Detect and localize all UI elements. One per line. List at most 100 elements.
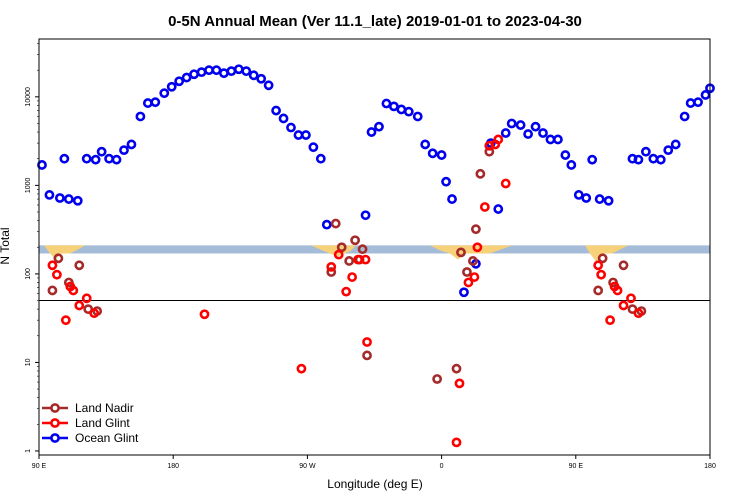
y-tick-label: 100 <box>25 268 32 280</box>
ocean-glint-point <box>63 194 74 204</box>
ocean-glint-point <box>81 153 92 164</box>
ocean-glint-point <box>72 195 83 206</box>
ocean-glint-point <box>104 153 114 164</box>
ocean-glint-point <box>111 154 122 165</box>
land-nadir-point <box>47 285 58 296</box>
land-nadir-point <box>593 285 604 296</box>
ocean-glint-point <box>655 154 666 165</box>
x-tick-label: 90 E <box>32 463 47 470</box>
ocean-glint-point <box>388 101 399 112</box>
ocean-glint-point <box>412 111 423 122</box>
ocean-glint-point <box>256 73 267 84</box>
ocean-glint-point <box>119 145 129 156</box>
land-band <box>39 245 710 262</box>
ocean-glint-point <box>648 153 659 164</box>
land-glint-point <box>81 293 92 304</box>
ocean-glint-point <box>166 81 177 92</box>
land-glint-point <box>479 202 490 212</box>
land-glint-point <box>326 261 337 272</box>
land-nadir-point <box>326 267 337 277</box>
chart-title: 0-5N Annual Mean (Ver 11.1_late) 2019-01… <box>168 13 582 30</box>
land-nadir-point <box>468 256 478 266</box>
land-glint-point <box>341 286 352 297</box>
ocean-glint-point <box>493 204 504 214</box>
land-nadir-point <box>432 374 443 384</box>
ocean-glint-point <box>663 145 674 156</box>
ocean-glint-point <box>420 139 431 150</box>
y-tick-label: 1000 <box>25 177 32 193</box>
land-glint-point <box>626 293 636 304</box>
land-nadir-point <box>462 267 472 277</box>
ocean-glint-point <box>248 70 259 81</box>
land-glint-point <box>60 315 71 326</box>
ocean-glint-point <box>506 118 517 129</box>
ocean-glint-point <box>321 219 332 230</box>
data-points <box>37 64 715 448</box>
ocean-glint-point <box>54 193 65 203</box>
land-nadir-point <box>74 260 85 271</box>
ocean-glint-point <box>233 64 244 75</box>
land-nadir-point <box>451 363 462 374</box>
ocean-glint-point <box>403 106 414 117</box>
land-glint-point <box>593 260 604 271</box>
land-nadir-point <box>357 244 368 255</box>
ocean-glint-point <box>204 65 214 76</box>
ocean-glint-point <box>360 210 371 221</box>
ocean-glint-point <box>693 97 703 108</box>
ocean-glint-point <box>196 67 207 78</box>
land-nadir-point <box>350 235 361 246</box>
legend-marker-land-nadir <box>50 403 60 413</box>
ocean-glint-point <box>211 65 222 76</box>
land-glint-point <box>472 242 483 253</box>
x-tick-label: 0 <box>440 463 444 470</box>
ocean-glint-point <box>174 76 185 87</box>
land-glint-point <box>454 378 465 389</box>
land-nadir-point <box>330 218 341 229</box>
ocean-glint-point <box>538 128 548 138</box>
x-axis-label: Longitude (deg E) <box>327 477 422 491</box>
land-glint-point <box>362 337 372 347</box>
ocean-glint-point <box>427 148 438 159</box>
x-tick-label: 180 <box>704 463 716 470</box>
ocean-glint-point <box>396 104 407 115</box>
ocean-glint-point <box>189 69 199 80</box>
ocean-glint-point <box>381 98 392 109</box>
y-axis: 1 10 100 1000 10000 <box>25 43 39 453</box>
legend-label-land-nadir: Land Nadir <box>75 401 134 415</box>
land-shape-4 <box>585 245 628 262</box>
land-nadir-point <box>362 350 372 361</box>
ocean-glint-point <box>459 287 469 298</box>
ocean-glint-point <box>523 129 533 139</box>
land-glint-point <box>360 254 371 265</box>
ocean-glint-point <box>293 130 304 140</box>
ocean-glint-point <box>135 111 146 122</box>
ocean-glint-point <box>366 127 377 137</box>
ocean-glint-point <box>374 121 384 132</box>
land-glint-point <box>47 260 58 271</box>
ocean-glint-point <box>44 190 55 200</box>
ocean-glint-point <box>670 139 681 150</box>
ocean-glint-point <box>545 134 556 145</box>
x-tick-label: 180 <box>167 463 179 470</box>
ocean-glint-point <box>566 160 577 170</box>
land-nadir-point <box>470 224 481 235</box>
ocean-glint-point <box>447 194 457 204</box>
land-glint-point <box>612 285 623 296</box>
ocean-glint-point <box>633 154 644 165</box>
ocean-glint-point <box>59 153 70 164</box>
ocean-glint-point <box>500 128 511 138</box>
land-glint-point <box>199 309 210 320</box>
ocean-glint-point <box>37 160 47 170</box>
ocean-glint-point <box>594 194 605 204</box>
ocean-glint-point <box>640 146 651 157</box>
legend-marker-ocean-glint <box>50 433 60 443</box>
ocean-glint-point <box>241 66 252 77</box>
land-glint-point <box>469 272 480 282</box>
y-axis-label: N Total <box>0 227 12 264</box>
legend-label-land-glint: Land Glint <box>75 416 130 430</box>
x-tick-label: 90 E <box>569 463 584 470</box>
ocean-glint-point <box>218 68 229 79</box>
ocean-glint-point <box>263 80 274 91</box>
ocean-glint-point <box>700 90 711 100</box>
